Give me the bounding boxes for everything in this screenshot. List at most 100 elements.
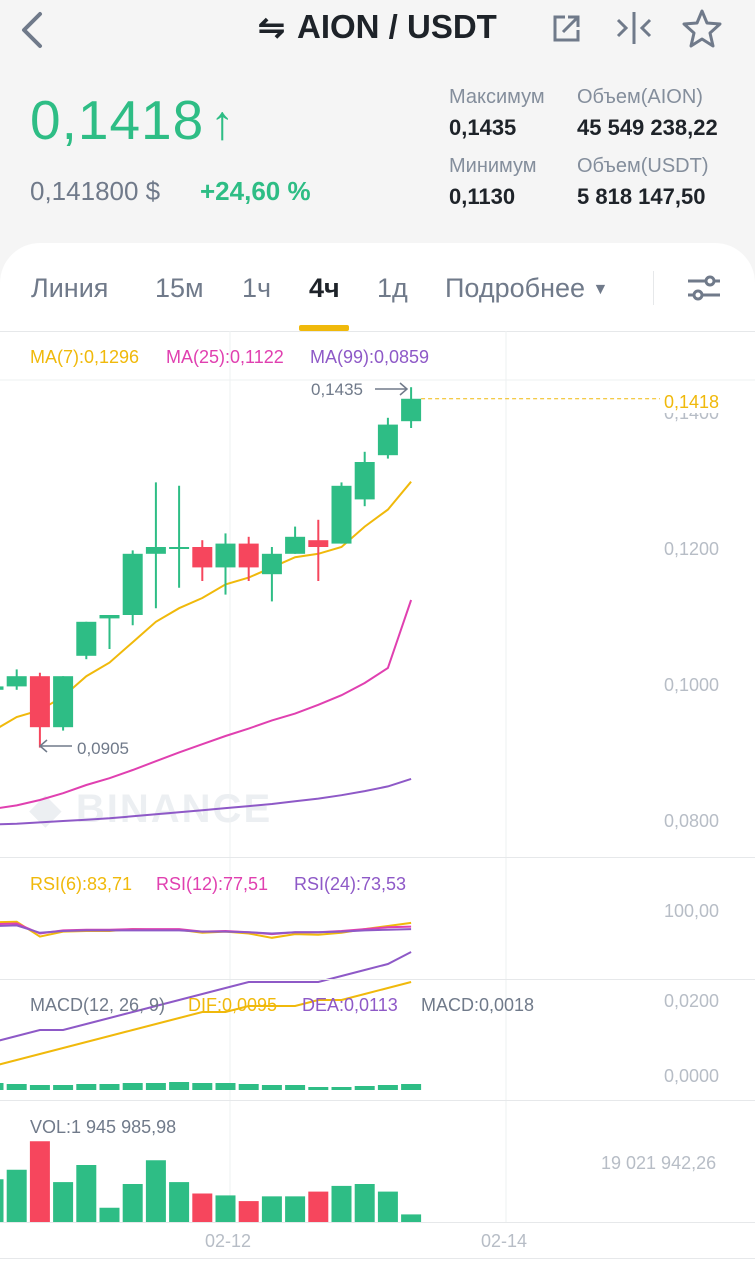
candle-body xyxy=(76,621,97,656)
macd-histogram-bar xyxy=(308,1087,329,1090)
current-price-label: 0,1418 xyxy=(664,392,720,413)
candle-body xyxy=(285,536,306,554)
volume-base-label: Объем(AION) xyxy=(577,86,703,108)
volume-bar xyxy=(145,1160,166,1222)
macd-axis-label: 0,0200 xyxy=(664,991,720,1011)
date-label: 02-14 xyxy=(481,1231,528,1251)
volume-bar xyxy=(331,1185,352,1222)
candle-body xyxy=(401,398,422,422)
chevron-left-icon xyxy=(22,12,42,48)
macd-axis-label: 0,0000 xyxy=(664,1066,720,1086)
volume-bar xyxy=(6,1169,27,1222)
pair-title[interactable]: ⇋ AION / USDT xyxy=(0,8,755,46)
volume-bar xyxy=(169,1182,190,1222)
tabs-divider xyxy=(0,331,755,332)
split-arrows-icon xyxy=(616,12,652,44)
candle-body xyxy=(145,547,166,554)
volume-bar xyxy=(122,1184,143,1222)
macd-legend: MACD(12, 26, 9) xyxy=(30,995,166,1015)
macd-histogram-bar xyxy=(377,1085,398,1090)
tab-4h[interactable]: 4ч xyxy=(309,273,340,303)
tab-15m[interactable]: 15м xyxy=(155,273,204,303)
date-label: 02-12 xyxy=(205,1231,252,1251)
candlestick-chart[interactable] xyxy=(0,330,755,1250)
ma99-legend: MA(99):0,0859 xyxy=(310,347,430,367)
candle-body xyxy=(6,676,27,687)
ma7-legend: MA(7):0,1296 xyxy=(30,347,140,367)
macd-histogram-bar xyxy=(192,1083,213,1090)
candle-body xyxy=(331,485,352,544)
favorite-button[interactable] xyxy=(682,8,722,48)
usd-price: 0,141800 $ xyxy=(30,176,161,206)
price-axis-label: 0,1200 xyxy=(664,539,720,559)
macd-histogram-bar xyxy=(0,1083,4,1090)
candle-body xyxy=(238,543,259,568)
macd-histogram-bar xyxy=(169,1082,190,1090)
star-icon xyxy=(682,9,722,48)
macd-histogram-bar xyxy=(76,1084,97,1090)
volume-bar xyxy=(377,1191,398,1222)
low-marker-arrow xyxy=(38,739,72,753)
volume-bar xyxy=(53,1182,74,1222)
volume-quote-label: Объем(USDT) xyxy=(577,155,709,177)
macd-histogram-bar xyxy=(238,1084,259,1090)
rsi6-legend: RSI(6):83,71 xyxy=(30,874,133,894)
volume-divider xyxy=(0,1100,755,1101)
volume-bar xyxy=(261,1196,282,1222)
ma25-legend: MA(25):0,1122 xyxy=(166,347,284,367)
price-axis-label: 0,0800 xyxy=(664,811,720,831)
volume-axis-label: 19 021 942,26 xyxy=(601,1153,717,1173)
share-button[interactable] xyxy=(551,12,583,44)
last-price: 0,1418 ↑ xyxy=(30,89,236,151)
macd-histogram-bar xyxy=(6,1084,27,1090)
chart-settings-button[interactable] xyxy=(686,272,722,304)
tab-line[interactable]: Линия xyxy=(31,273,109,303)
up-arrow-icon: ↑ xyxy=(210,97,236,150)
macd-value-legend: MACD:0,0018 xyxy=(421,995,535,1015)
candle-body xyxy=(53,676,74,728)
volume-base-value: 45 549 238,22 xyxy=(577,115,718,140)
volume-bar xyxy=(0,1179,4,1222)
candle-body xyxy=(192,547,213,568)
share-external-icon xyxy=(553,15,580,42)
candle-body xyxy=(261,553,282,575)
candle-body xyxy=(377,424,398,456)
volume-bar xyxy=(29,1141,50,1222)
macd-histogram-bar xyxy=(354,1086,375,1090)
tab-1h[interactable]: 1ч xyxy=(242,273,272,303)
ma25-line xyxy=(0,599,413,809)
macd-histogram-bar xyxy=(29,1085,50,1090)
macd-histogram-bar xyxy=(331,1087,352,1090)
volume-bar xyxy=(308,1191,329,1222)
candle-body xyxy=(0,686,4,690)
volume-bar xyxy=(354,1184,375,1222)
candle-body xyxy=(99,615,120,619)
high-label: Максимум xyxy=(449,86,545,108)
tab-more[interactable]: Подробнее ▼ xyxy=(445,273,608,304)
macd-histogram-bar xyxy=(261,1085,282,1090)
price-axis-label: 0,1000 xyxy=(664,675,720,695)
compare-button[interactable] xyxy=(614,10,654,46)
ma99-line xyxy=(0,777,412,826)
chart-panel xyxy=(0,243,755,1280)
macd-histogram-bar xyxy=(215,1083,236,1090)
dea-legend: DEA:0,0113 xyxy=(302,995,398,1015)
volume-bar xyxy=(215,1195,236,1222)
candle-body xyxy=(308,540,329,547)
macd-histogram-bar xyxy=(99,1084,120,1090)
back-button[interactable] xyxy=(14,10,50,50)
low-value: 0,1130 xyxy=(449,184,516,209)
volume-legend: VOL:1 945 985,98 xyxy=(30,1117,177,1137)
dif-legend: DIF:0,0095 xyxy=(188,995,278,1015)
tab-1d[interactable]: 1д xyxy=(377,273,408,303)
volume-bar xyxy=(238,1201,259,1222)
macd-histogram-bar xyxy=(53,1085,74,1090)
rsi24-line xyxy=(0,924,412,935)
volume-bar xyxy=(192,1193,213,1222)
caret-down-icon: ▼ xyxy=(592,280,609,298)
rsi24-legend: RSI(24):73,53 xyxy=(294,874,407,894)
rsi12-legend: RSI(12):77,51 xyxy=(156,874,269,894)
macd-histogram-bar xyxy=(122,1083,143,1090)
high-marker-arrow xyxy=(375,382,409,396)
active-tab-indicator xyxy=(299,325,349,331)
